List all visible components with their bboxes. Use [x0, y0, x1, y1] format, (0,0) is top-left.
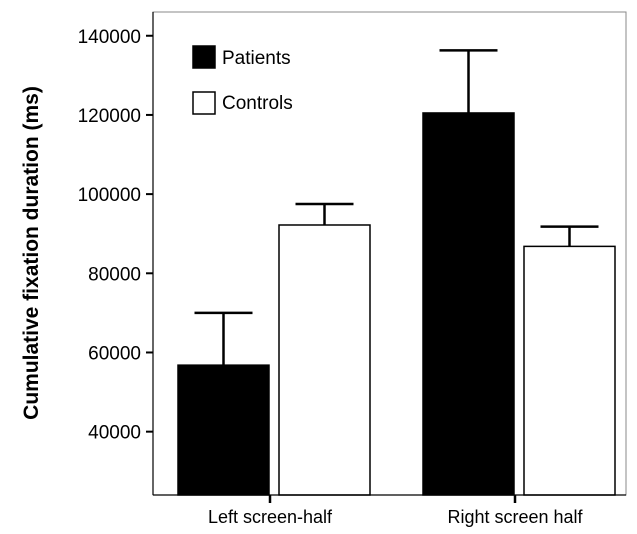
y-tick-label: 140000 — [78, 27, 141, 48]
bars-layer — [177, 112, 616, 496]
y-tick-label: 60000 — [88, 343, 141, 364]
x-tick-label: Right screen half — [447, 507, 583, 527]
legend-label-patients: Patients — [222, 48, 291, 69]
legend-label-controls: Controls — [222, 93, 293, 114]
legend-swatch-controls — [192, 91, 216, 115]
legend: Patients Controls — [192, 45, 293, 115]
legend-swatch-patients — [192, 45, 216, 69]
bar-patients-right — [422, 112, 515, 496]
y-axis-title: Cumulative fixation duration (ms) — [20, 86, 43, 420]
y-tick-label: 120000 — [78, 106, 141, 127]
y-tick-label: 40000 — [88, 423, 141, 444]
x-tick-label: Left screen-half — [208, 507, 333, 527]
bar-controls-right — [523, 245, 616, 496]
x-axis: Left screen-half Right screen half — [153, 494, 626, 527]
bar-patients-left — [177, 364, 270, 496]
error-bars-layer — [194, 49, 599, 366]
y-tick-label: 100000 — [78, 185, 141, 206]
y-axis: 40000 60000 80000 100000 120000 140000 — [78, 12, 154, 495]
y-tick-label: 80000 — [88, 264, 141, 285]
bar-controls-left — [278, 224, 371, 496]
